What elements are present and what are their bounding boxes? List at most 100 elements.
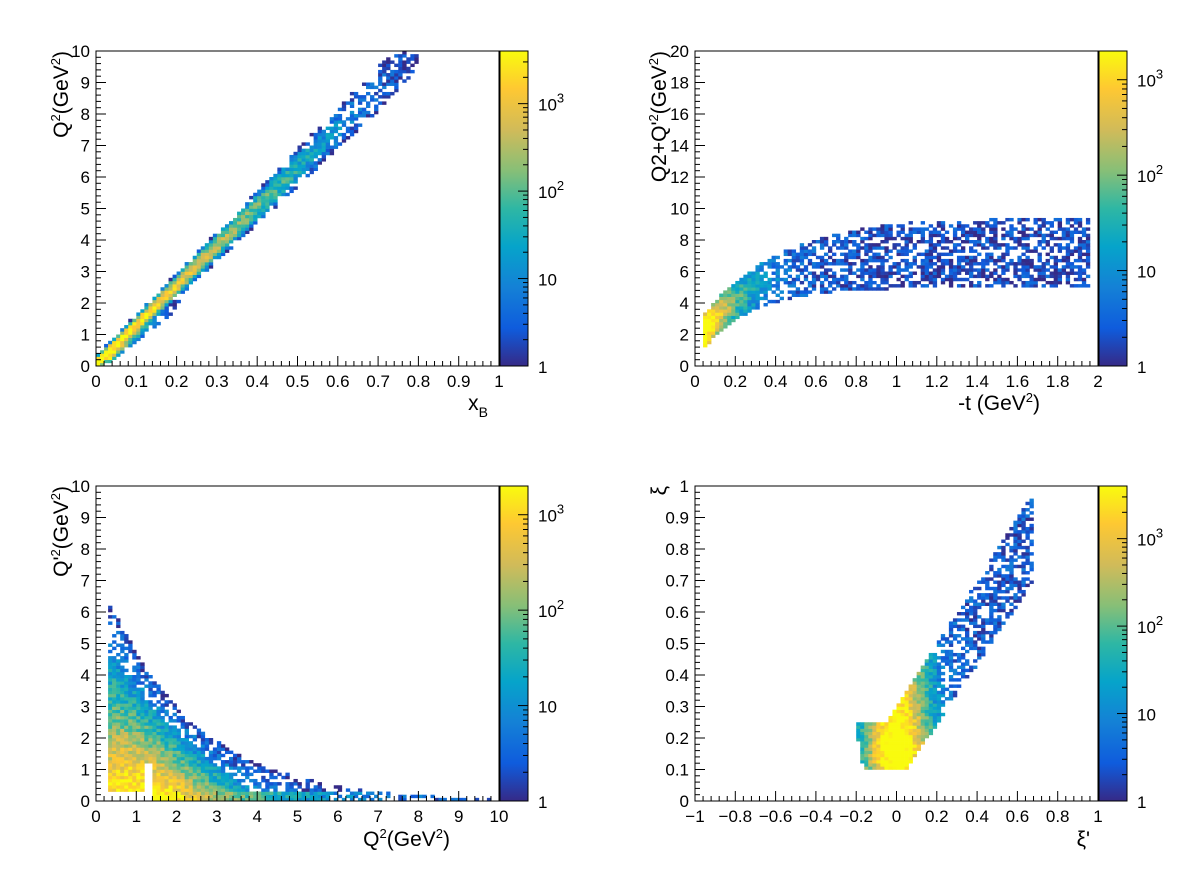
heat-cell xyxy=(908,233,913,238)
heat-cell xyxy=(731,318,736,323)
heat-cell xyxy=(337,120,343,124)
heat-cell xyxy=(140,668,145,673)
heat-cell xyxy=(723,325,728,329)
heat-cell xyxy=(208,766,214,770)
heat-cell xyxy=(989,243,994,247)
heat-cell xyxy=(414,57,419,61)
heat-cell xyxy=(1057,224,1063,228)
heat-cell xyxy=(374,110,379,115)
heat-cell xyxy=(989,255,994,260)
heat-cell xyxy=(888,274,893,279)
heat-cell xyxy=(233,791,238,795)
heat-cell xyxy=(124,700,129,704)
heat-cell xyxy=(904,728,909,732)
heat-cell xyxy=(148,703,153,707)
heat-cell xyxy=(973,262,978,266)
heat-cell xyxy=(116,738,121,742)
heat-cell xyxy=(775,280,780,285)
heat-cell xyxy=(856,230,861,234)
heat-cell xyxy=(164,731,169,736)
heat-cell xyxy=(844,268,849,272)
heat-cell xyxy=(1001,552,1006,556)
heat-cell xyxy=(1073,277,1079,282)
heat-cell xyxy=(1029,542,1034,547)
heat-cell xyxy=(940,634,946,638)
heat-cell xyxy=(719,325,724,329)
heat-cell xyxy=(128,775,133,780)
heat-cell xyxy=(864,728,869,732)
heat-cell xyxy=(297,785,302,789)
heat-cell xyxy=(172,306,177,310)
heat-cell xyxy=(104,359,109,364)
heat-cell xyxy=(1013,227,1018,231)
heat-cell xyxy=(940,262,946,266)
heat-cell xyxy=(293,778,298,783)
heat-cell xyxy=(783,271,788,275)
heat-cell xyxy=(120,728,125,732)
heat-cell xyxy=(993,558,998,562)
heat-cell xyxy=(936,221,942,225)
heat-cell xyxy=(132,690,137,695)
heat-cell xyxy=(208,775,214,780)
heat-cell xyxy=(168,797,173,802)
heat-cell xyxy=(341,136,347,140)
heat-cell xyxy=(727,299,732,304)
heat-cell xyxy=(224,791,230,795)
heat-cell xyxy=(325,139,331,143)
heat-cell xyxy=(997,571,1002,575)
heat-cell xyxy=(120,687,125,692)
heat-cell xyxy=(747,290,752,294)
heat-cell xyxy=(160,722,165,726)
heat-cell xyxy=(1077,258,1083,263)
heat-cell xyxy=(711,334,716,338)
heat-cell xyxy=(924,678,930,682)
heat-cell xyxy=(293,177,298,181)
heat-cell xyxy=(277,192,282,197)
heat-cell xyxy=(136,738,141,742)
heat-cell xyxy=(952,684,958,688)
heat-cell xyxy=(128,712,133,717)
heat-cell xyxy=(997,583,1002,588)
heat-cell xyxy=(269,180,274,184)
heat-cell xyxy=(924,684,930,688)
heat-cell xyxy=(192,258,198,263)
heat-cell xyxy=(136,785,141,789)
heat-cell xyxy=(969,262,974,266)
heat-cell xyxy=(993,589,998,594)
heat-cell xyxy=(819,284,825,288)
heat-cell xyxy=(257,211,262,216)
heat-cell xyxy=(985,274,990,279)
heat-cell xyxy=(920,268,926,272)
heat-cell xyxy=(136,687,141,692)
heat-cell xyxy=(1005,268,1010,272)
heat-cell xyxy=(192,763,198,767)
heat-cell xyxy=(703,337,708,342)
heat-cell xyxy=(341,139,347,143)
heat-cell xyxy=(132,728,137,732)
heat-cell xyxy=(888,265,893,269)
heat-cell xyxy=(743,312,748,316)
heat-cell xyxy=(374,98,379,102)
heat-cell xyxy=(188,775,194,780)
heat-cell xyxy=(896,249,901,253)
heat-cell xyxy=(1021,545,1026,550)
heat-cell xyxy=(840,274,845,279)
heat-cell xyxy=(124,703,129,707)
heat-cell xyxy=(148,725,153,729)
heat-cell xyxy=(1049,274,1054,279)
heat-cell xyxy=(164,769,169,773)
heat-cell xyxy=(168,741,173,745)
heat-cell xyxy=(386,79,391,83)
heat-cell xyxy=(200,265,206,269)
heat-cell xyxy=(904,738,909,742)
heat-cell xyxy=(305,788,310,792)
heat-cell xyxy=(1021,552,1026,556)
heat-cell xyxy=(880,744,885,748)
heat-cell xyxy=(196,756,202,761)
heat-cell xyxy=(1057,227,1063,231)
heat-cell xyxy=(1037,252,1042,257)
heat-cell xyxy=(116,665,121,669)
heat-cell xyxy=(977,580,982,584)
heat-cell xyxy=(920,715,926,720)
heat-cell xyxy=(932,271,938,275)
